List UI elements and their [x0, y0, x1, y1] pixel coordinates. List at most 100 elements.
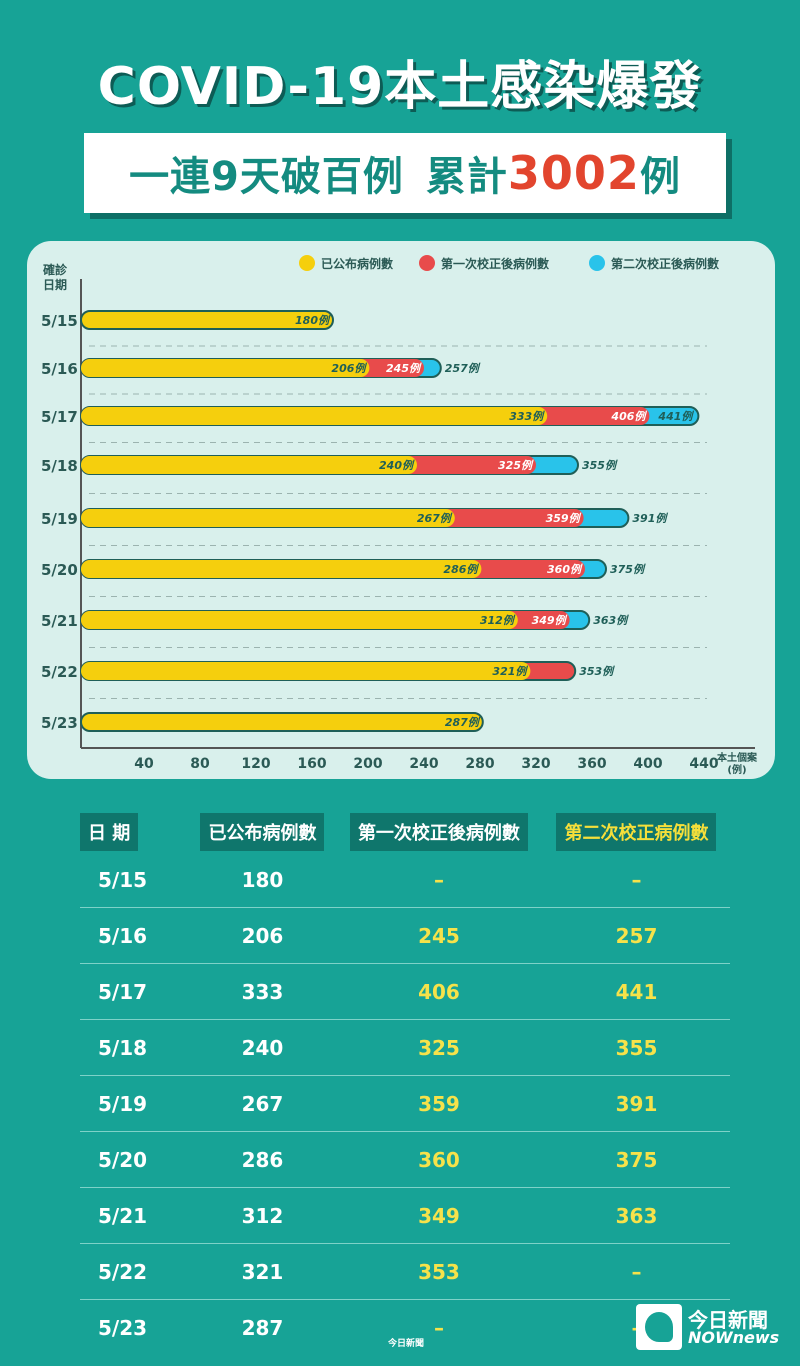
- cell-date: 5/15: [80, 852, 190, 908]
- x-tick-label: 400: [633, 756, 662, 772]
- value-label: 375例: [610, 563, 646, 576]
- x-tick-label: 40: [134, 756, 154, 772]
- page-title: COVID-19本土感染爆發: [97, 57, 703, 117]
- value-label: 406例: [610, 410, 647, 423]
- value-label: 180例: [295, 314, 331, 327]
- table-row: 5/22 321 353 –: [80, 1243, 730, 1300]
- value-label: 286例: [443, 563, 479, 576]
- bar-5-20-series-0: [81, 560, 482, 578]
- value-label: 267例: [417, 512, 453, 525]
- cell-second-correction: –: [542, 852, 730, 908]
- y-axis-title-2: 日期: [43, 277, 67, 292]
- table-row: 5/21 312 349 363: [80, 1187, 730, 1244]
- value-label: 321例: [492, 665, 528, 678]
- table-row: 5/19 267 359 391: [80, 1075, 730, 1132]
- cell-first-correction: –: [334, 852, 543, 908]
- bar-5-22-series-0: [81, 662, 531, 680]
- cell-second-correction: 257: [542, 907, 730, 964]
- subtitle-part1: 一連9天破百例: [129, 154, 404, 200]
- cell-published: 287: [241, 1315, 284, 1340]
- category-label: 5/20: [41, 561, 78, 579]
- value-label: 441例: [657, 410, 694, 423]
- cell-published: 180: [190, 852, 335, 908]
- value-label: 353例: [579, 665, 615, 678]
- legend-label-0: 已公布病例數: [321, 256, 393, 271]
- value-label: 206例: [331, 362, 367, 375]
- cell-second-correction: –: [542, 1243, 730, 1300]
- legend-swatch-1: [419, 255, 435, 271]
- cell-first-correction: 406: [334, 963, 543, 1020]
- brand-logo: 今日新聞 NOWnews: [636, 1304, 786, 1350]
- x-tick-label: 160: [297, 756, 326, 772]
- cell-date: 5/20: [80, 1131, 190, 1188]
- x-axis-title-2: (例): [727, 763, 746, 776]
- bar-5-17-series-0: [81, 407, 548, 425]
- cell-first-correction: 245: [334, 907, 543, 964]
- cell-date: 5/19: [80, 1075, 190, 1132]
- cell-first-correction: 353: [334, 1243, 543, 1300]
- header-second-correction: 第二次校正病例數: [543, 812, 730, 852]
- table-row: 5/20 286 360 375: [80, 1131, 730, 1188]
- table-row: 5/16 206 245 257: [80, 907, 730, 964]
- cell-date: 5/16: [80, 907, 190, 964]
- cell-date: 5/17: [80, 963, 190, 1020]
- x-tick-label: 200: [353, 756, 382, 772]
- value-label: 391例: [632, 512, 668, 525]
- legend-label-1: 第一次校正後病例數: [441, 256, 549, 271]
- cell-published: 286: [190, 1131, 335, 1188]
- cell-first-correction: –: [433, 1315, 444, 1340]
- cell-date: 5/22: [80, 1243, 190, 1300]
- bar-5-23-series-0: [80, 712, 484, 732]
- cell-first-correction: 349: [334, 1187, 543, 1244]
- cell-published: 267: [190, 1075, 335, 1132]
- legend-label-2: 第二次校正後病例數: [611, 256, 719, 271]
- category-label: 5/16: [41, 360, 78, 378]
- subtitle-part2: 累計: [425, 154, 508, 200]
- cell-second-correction: 375: [542, 1131, 730, 1188]
- cell-date: 5/21: [80, 1187, 190, 1244]
- category-label: 5/21: [41, 612, 78, 630]
- table-row: 5/15 180 – –: [80, 852, 730, 908]
- category-label: 5/23: [41, 714, 78, 732]
- brand-mark-icon: [636, 1304, 682, 1350]
- x-axis-title-1: 本土個案: [717, 751, 758, 764]
- category-label: 5/19: [41, 510, 78, 528]
- brand-name-en: NOWnews: [688, 1328, 780, 1347]
- x-tick-label: 240: [409, 756, 438, 772]
- category-label: 5/22: [41, 663, 78, 681]
- cell-first-correction: 325: [334, 1019, 543, 1076]
- cell-second-correction: 355: [542, 1019, 730, 1076]
- brand-name-cn: 今日新聞: [688, 1308, 768, 1332]
- table-row: 5/18 240 325 355: [80, 1019, 730, 1076]
- case-table: 日 期 已公布病例數 第一次校正後病例數 第二次校正病例數 5/15 180 –…: [80, 812, 730, 1355]
- cell-date: 5/18: [80, 1019, 190, 1076]
- category-label: 5/17: [41, 408, 78, 426]
- bar-5-15-series-0: [80, 310, 334, 330]
- value-label: 360例: [547, 563, 583, 576]
- legend-swatch-0: [299, 255, 315, 271]
- value-label: 245例: [386, 362, 422, 375]
- cell-published: 240: [190, 1019, 335, 1076]
- cell-date: 5/23: [98, 1315, 148, 1340]
- bar-5-21-series-0: [81, 611, 518, 629]
- header-published: 已公布病例數: [190, 812, 335, 852]
- cell-first-correction: 360: [334, 1131, 543, 1188]
- bar-5-16-series-0: [81, 359, 370, 377]
- value-label: 363例: [593, 614, 629, 627]
- table-header-row: 日 期 已公布病例數 第一次校正後病例數 第二次校正病例數: [80, 812, 730, 852]
- bar-5-18-series-0: [81, 456, 417, 474]
- value-label: 287例: [445, 716, 481, 729]
- value-label: 325例: [498, 459, 534, 472]
- x-tick-label: 320: [521, 756, 550, 772]
- x-tick-label: 280: [465, 756, 494, 772]
- header-date: 日 期: [80, 812, 190, 852]
- value-label: 355例: [582, 459, 618, 472]
- header-first-correction: 第一次校正後病例數: [335, 812, 543, 852]
- bar-5-19-series-0: [81, 509, 455, 527]
- cell-published: 206: [190, 907, 335, 964]
- y-axis-title-1: 確診: [43, 262, 68, 277]
- subtitle-total: 3002: [507, 146, 640, 200]
- cell-second-correction: 441: [542, 963, 730, 1020]
- cell-published: 312: [190, 1187, 335, 1244]
